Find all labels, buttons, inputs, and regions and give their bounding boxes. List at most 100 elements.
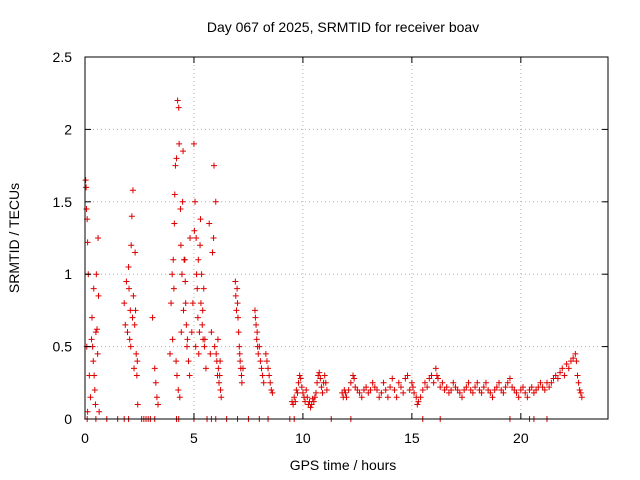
grid-lines — [85, 57, 608, 419]
data-point — [175, 104, 182, 111]
data-point — [489, 394, 496, 401]
data-point — [239, 365, 246, 372]
data-point — [213, 350, 220, 357]
data-point — [196, 329, 203, 336]
data-point — [576, 387, 583, 394]
data-point — [134, 401, 141, 408]
data-point — [131, 365, 138, 372]
data-point — [376, 394, 383, 401]
data-point — [133, 350, 140, 357]
data-point — [92, 401, 99, 408]
data-point — [322, 379, 329, 386]
data-point — [234, 285, 241, 292]
data-point — [236, 350, 243, 357]
data-point — [185, 358, 192, 365]
chart-title: Day 067 of 2025, SRMTID for receiver boa… — [207, 19, 479, 35]
data-point — [260, 379, 267, 386]
data-point — [169, 336, 176, 343]
data-point — [400, 389, 407, 396]
data-point — [186, 372, 193, 379]
data-point — [173, 372, 180, 379]
data-point — [200, 285, 207, 292]
data-points — [82, 97, 585, 422]
data-point — [409, 384, 416, 391]
data-point — [415, 398, 422, 405]
data-point — [88, 314, 95, 321]
data-point — [132, 249, 139, 256]
data-point — [554, 375, 561, 382]
data-point — [293, 387, 300, 394]
data-point — [91, 387, 98, 394]
axis-ticks: 0 5 10 15 20 0 0.5 1 1.5 2 2.5 — [53, 49, 608, 446]
plot-frame — [84, 56, 609, 420]
data-point — [251, 307, 258, 314]
data-point — [177, 206, 184, 213]
data-point — [199, 321, 206, 328]
data-point — [199, 307, 206, 314]
y-tick-label: 0 — [64, 411, 72, 427]
data-point — [190, 140, 197, 147]
data-point — [439, 379, 446, 386]
data-point — [559, 365, 566, 372]
data-point — [149, 314, 156, 321]
data-point — [546, 384, 553, 391]
data-point — [194, 285, 201, 292]
data-point — [496, 379, 503, 386]
data-point — [500, 389, 507, 396]
y-tick-label: 1 — [64, 266, 72, 282]
data-point — [180, 307, 187, 314]
data-point — [183, 321, 190, 328]
y-tick-label: 2.5 — [53, 49, 73, 65]
data-point — [122, 321, 129, 328]
data-point — [192, 198, 199, 205]
data-point — [351, 375, 358, 382]
data-point — [291, 394, 298, 401]
data-point — [182, 300, 189, 307]
data-point — [187, 235, 194, 241]
data-point — [384, 394, 391, 401]
data-point — [428, 372, 435, 379]
data-point — [211, 162, 218, 169]
data-point — [125, 263, 132, 270]
x-tick-label: 5 — [190, 430, 198, 446]
data-point — [574, 372, 581, 379]
data-point — [173, 155, 180, 162]
data-point — [183, 343, 190, 350]
y-tick-label: 2 — [64, 121, 72, 137]
data-point — [437, 384, 444, 391]
data-point — [406, 387, 413, 394]
data-point — [319, 389, 326, 396]
data-point — [387, 384, 394, 391]
data-point — [347, 379, 354, 386]
data-point — [463, 384, 470, 391]
data-point — [131, 321, 138, 328]
data-point — [432, 365, 439, 372]
data-point — [572, 350, 579, 357]
data-point — [201, 343, 208, 350]
data-point — [175, 387, 182, 394]
data-point — [198, 271, 205, 278]
data-point — [482, 379, 489, 386]
data-point — [577, 389, 584, 396]
data-point — [256, 343, 263, 350]
data-point — [563, 360, 570, 367]
data-point — [456, 389, 463, 396]
data-point — [155, 401, 162, 408]
data-point — [298, 384, 305, 391]
data-point — [342, 389, 349, 396]
data-point — [182, 278, 189, 285]
data-point — [314, 379, 321, 386]
data-point — [166, 350, 173, 357]
data-point — [238, 379, 245, 386]
data-point — [430, 379, 437, 386]
data-point — [487, 389, 494, 396]
data-point — [408, 379, 415, 386]
data-point — [303, 387, 310, 394]
data-point — [393, 394, 400, 401]
data-point — [83, 206, 90, 213]
data-point — [397, 384, 404, 391]
data-point — [95, 292, 102, 299]
data-point — [179, 198, 186, 205]
data-point — [537, 379, 544, 386]
data-point — [356, 389, 363, 396]
